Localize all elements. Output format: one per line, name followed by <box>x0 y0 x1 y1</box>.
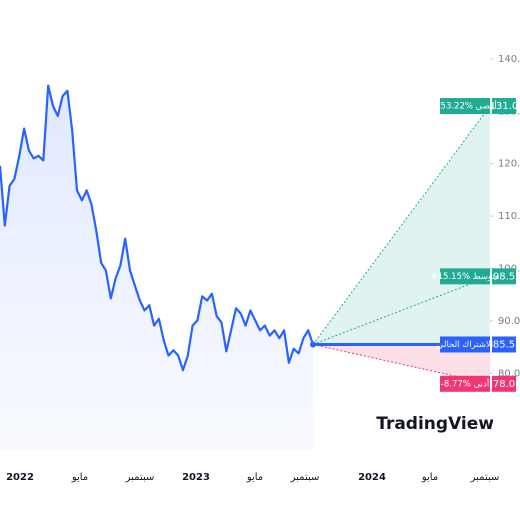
y-tick-label: 80.0 <box>498 368 520 379</box>
x-tick-label: 2022 <box>6 472 34 483</box>
current-point <box>310 341 316 348</box>
watermark: TradingView <box>376 414 494 434</box>
x-tick-label: مايو <box>71 472 88 483</box>
label-badge-text: +15.15% متوسط <box>431 272 500 282</box>
y-tick-label: 120.0 <box>498 159 520 170</box>
value-badge-label: 131.0 <box>490 101 519 112</box>
value-badge-label: 85.5 <box>493 339 515 350</box>
area-fill <box>0 85 313 450</box>
label-badge <box>440 375 490 392</box>
forecast-line <box>312 105 491 345</box>
label-badge <box>440 336 490 353</box>
x-tick-label: 2023 <box>182 472 210 483</box>
value-badge-label: 78.0 <box>493 379 515 390</box>
y-tick-label: 90.0 <box>498 316 520 327</box>
price-line <box>0 84 315 372</box>
label-badge-text: -8.77% أدنى <box>441 377 489 389</box>
x-tick-label: مايو <box>421 472 438 483</box>
x-tick-label: سبتمبر <box>470 472 500 483</box>
label-badge-text: +53.22% أقصى <box>433 100 496 112</box>
label-badge-text: الاشتراك الحالي <box>437 340 493 350</box>
x-tick-label: 2024 <box>358 472 386 483</box>
label-badge <box>440 268 490 285</box>
value-badge <box>492 98 516 115</box>
y-tick-label: 140.0 <box>498 54 520 65</box>
x-tick-label: مايو <box>246 472 263 483</box>
x-tick-label: سبتمبر <box>125 472 155 483</box>
value-badge <box>492 375 516 392</box>
value-badge-label: 98.5 <box>493 271 515 282</box>
label-badge <box>440 98 490 115</box>
x-tick-label: سبتمبر <box>290 472 320 483</box>
value-badge <box>492 336 516 353</box>
y-tick-label: 110.0 <box>498 211 520 222</box>
value-badge <box>492 268 516 285</box>
